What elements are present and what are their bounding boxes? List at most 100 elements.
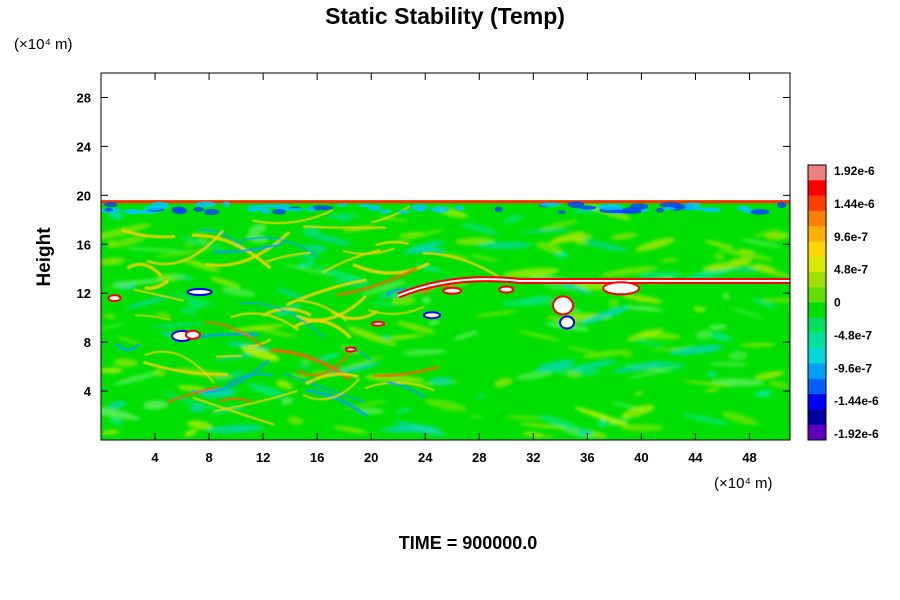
tropopause-patch: [539, 202, 562, 207]
y-tick-label: 4: [84, 384, 92, 399]
tropopause-patch: [750, 209, 770, 215]
colorbar-swatch: [808, 317, 826, 334]
colorbar-swatch: [808, 287, 826, 303]
y-tick-label: 24: [77, 139, 92, 154]
x-tick-label: 44: [688, 450, 703, 465]
tropopause-patch: [397, 209, 410, 214]
tropopause-patch: [494, 206, 503, 212]
x-tick-label: 40: [634, 450, 648, 465]
heatmap-field: [101, 200, 790, 440]
colorbar-label: 0: [834, 296, 841, 310]
chart-title: Static Stability (Temp): [325, 3, 565, 29]
colorbar-swatch: [808, 348, 826, 365]
time-label: TIME = 900000.0: [399, 533, 538, 553]
colorbar-swatch: [808, 424, 826, 441]
tropopause-patch: [195, 201, 216, 208]
colorbar-swatch: [808, 271, 826, 288]
tropopause-patch: [272, 208, 286, 215]
colorbar-swatch: [808, 195, 826, 212]
plot-frame: [100, 72, 791, 441]
tropopause-patch: [558, 210, 566, 215]
colorbar-swatch: [808, 226, 826, 242]
colorbar-swatch: [808, 241, 826, 258]
x-tick-label: 24: [418, 450, 433, 465]
tropopause-patch: [655, 207, 665, 213]
x-tick-label: 16: [310, 450, 324, 465]
heatmap-features: [101, 200, 790, 439]
x-tick-label: 4: [151, 450, 159, 465]
colorbar-swatch: [808, 378, 826, 395]
colorbar-swatch: [808, 256, 826, 273]
colorbar-label: 4.8e-7: [834, 263, 868, 277]
tropopause-patch: [579, 205, 597, 210]
colorbar-swatch: [808, 363, 826, 380]
colorbar-label: 1.92e-6: [834, 164, 875, 178]
y-tick-label: 28: [77, 90, 91, 105]
y-axis-label: Height: [34, 227, 55, 287]
y-tick-label: 12: [77, 286, 91, 301]
tropopause-patch: [104, 207, 114, 212]
colorbar-frame: [807, 164, 827, 441]
tropopause-patch: [358, 203, 372, 208]
tropopause-patch: [150, 201, 169, 208]
tropopause-patch: [306, 206, 316, 213]
tropopause-patch: [367, 204, 382, 212]
tropopause-patch: [261, 207, 271, 215]
tropopause-patch: [659, 202, 683, 209]
tropopause-patch: [171, 206, 186, 213]
x-tick-label: 8: [205, 450, 212, 465]
x-axis: 4 8 12 16 20 24 28 32 36 40 44 48: [151, 73, 757, 465]
tropopause-patch: [123, 209, 142, 215]
x-unit-label: (×10⁴ m): [714, 475, 773, 492]
tropopause-layer: [101, 200, 790, 204]
tropopause-patch: [283, 208, 306, 212]
y-tick-label: 16: [77, 237, 91, 252]
tropopause-patch: [684, 202, 702, 209]
tropopause-patch: [193, 206, 204, 213]
y-unit-label: (×10⁴ m): [14, 36, 73, 53]
tropopause-patch: [776, 202, 787, 209]
tropopause-patch: [736, 205, 751, 212]
x-tick-label: 12: [256, 450, 270, 465]
x-tick-label: 48: [742, 450, 756, 465]
colorbar-swatch: [808, 333, 826, 349]
colorbar-swatch: [808, 394, 826, 410]
stable-band: [107, 276, 790, 353]
tropopause-patch: [308, 205, 334, 211]
field-streaks: [115, 205, 509, 426]
colorbar-swatch: [808, 165, 826, 181]
y-axis: 4 8 12 16 20 24 28: [77, 90, 790, 399]
tropopause-patch: [701, 207, 722, 213]
tropopause-patch: [222, 201, 231, 208]
colorbar-swatch: [808, 180, 826, 197]
tropopause-patch: [430, 206, 450, 213]
colorbar: 1.92e-6 1.44e-6 9.6e-7 4.8e-7 0 -4.8e-7 -9.6e-…: [807, 164, 879, 441]
colorbar-swatch: [808, 409, 826, 426]
x-tick-label: 28: [472, 450, 486, 465]
tropopause-patch: [597, 204, 623, 211]
colorbar-label: -1.44e-6: [834, 394, 879, 408]
tropopause-patch: [454, 206, 466, 211]
colorbar-label: 9.6e-7: [834, 230, 868, 244]
colorbar-label: -4.8e-7: [834, 328, 872, 342]
x-tick-label: 32: [526, 450, 540, 465]
plot-area: [100, 72, 791, 441]
tropopause-patch: [410, 204, 430, 211]
colorbar-label: 1.44e-6: [834, 197, 875, 211]
tropopause-patch: [567, 201, 585, 209]
tropopause-patch: [379, 209, 392, 214]
colorbar-label: -9.6e-7: [834, 361, 872, 375]
tropopause-patch: [620, 207, 642, 214]
x-tick-label: 20: [364, 450, 378, 465]
tropopause-patch: [336, 203, 348, 207]
colorbar-label: -1.92e-6: [834, 427, 879, 441]
x-tick-label: 36: [580, 450, 594, 465]
tropopause-patch: [104, 201, 118, 208]
tropopause-patch: [204, 208, 220, 216]
tropopause-patch: [246, 205, 263, 212]
y-tick-label: 8: [84, 335, 91, 350]
y-tick-label: 20: [77, 188, 91, 203]
colorbar-swatch: [808, 302, 826, 319]
tropopause-patch: [662, 206, 676, 211]
